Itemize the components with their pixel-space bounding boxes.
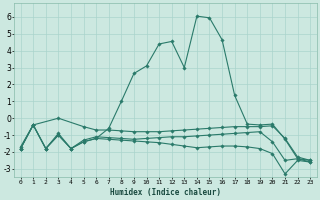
X-axis label: Humidex (Indice chaleur): Humidex (Indice chaleur) [110, 188, 221, 197]
